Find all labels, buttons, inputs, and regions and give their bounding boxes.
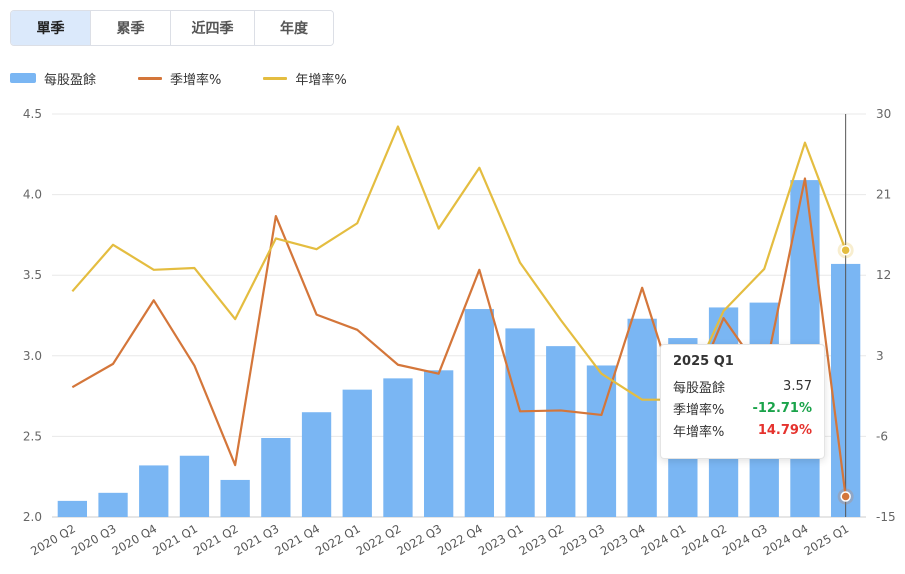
x-tick-label: 2023 Q4: [598, 521, 648, 558]
y-left-tick-label: 4.0: [23, 188, 42, 202]
x-tick-label: 2024 Q1: [639, 521, 689, 558]
qoq-point: [840, 491, 851, 502]
eps-bar: [139, 465, 169, 517]
legend-yoy-swatch: [263, 76, 288, 80]
chart-legend: 每股盈餘 季增率% 年增率%: [10, 68, 389, 88]
tab-cumulative[interactable]: 累季: [91, 11, 171, 45]
x-tick-label: 2021 Q1: [150, 521, 200, 558]
legend-qoq-label: 季增率%: [170, 72, 222, 88]
data-tooltip: 2025 Q1 每股盈餘 3.57 季增率% -12.71% 年增率% 14.7…: [660, 344, 825, 459]
x-tick-label: 2020 Q3: [69, 521, 119, 558]
yoy-line: [71, 125, 847, 401]
eps-bar: [57, 500, 88, 517]
tooltip-yoy-value: 14.79%: [757, 422, 812, 438]
eps-bar: [546, 346, 576, 517]
tooltip-title: 2025 Q1: [673, 354, 734, 369]
eps-bar: [179, 455, 210, 517]
legend-qoq-swatch: [138, 76, 163, 80]
period-tabs: 單季 累季 近四季 年度: [10, 10, 334, 46]
x-tick-label: 2020 Q2: [28, 521, 78, 558]
y-right-tick-label: -6: [876, 429, 888, 443]
legend-eps[interactable]: 每股盈餘: [10, 69, 96, 88]
eps-bar: [261, 438, 291, 517]
x-tick-label: 2023 Q1: [476, 521, 526, 558]
legend-qoq[interactable]: 季增率%: [138, 69, 221, 88]
x-tick-label: 2020 Q4: [110, 521, 160, 558]
x-tick-label: 2024 Q4: [761, 521, 811, 558]
eps-bar: [98, 492, 128, 517]
y-left-tick-label: 3.5: [23, 268, 42, 282]
legend-yoy[interactable]: 年增率%: [263, 69, 347, 88]
legend-yoy-label: 年增率%: [295, 72, 347, 88]
legend-eps-swatch: [10, 73, 36, 83]
tab-single-quarter[interactable]: 單季: [11, 11, 91, 45]
eps-bar: [505, 328, 535, 517]
tooltip-row-eps: 每股盈餘 3.57: [673, 375, 812, 397]
x-tick-label: 2022 Q1: [313, 521, 363, 558]
eps-bar: [464, 309, 495, 517]
legend-eps-label: 每股盈餘: [44, 72, 97, 88]
y-right-tick-label: 21: [876, 188, 891, 202]
yoy-point: [840, 244, 851, 256]
y-right-tick-label: 3: [876, 349, 884, 363]
x-tick-label: 2022 Q4: [435, 521, 485, 558]
y-right-tick-label: -15: [876, 510, 896, 524]
x-tick-label: 2025 Q1: [801, 521, 851, 558]
growth-lines: [71, 114, 854, 517]
eps-bar: [586, 365, 617, 517]
y-right-tick-label: 30: [876, 107, 891, 121]
eps-bar: [342, 389, 372, 517]
eps-bar: [220, 479, 250, 517]
x-tick-label: 2021 Q4: [272, 521, 322, 558]
tab-annual[interactable]: 年度: [255, 11, 333, 45]
eps-bar: [423, 370, 454, 517]
eps-bar: [383, 378, 413, 517]
tooltip-eps-value: 3.57: [783, 378, 812, 394]
x-tick-label: 2024 Q2: [679, 521, 729, 558]
y-left-tick-label: 2.0: [23, 510, 42, 524]
tooltip-qoq-value: -12.71%: [752, 400, 812, 416]
y-left-tick-label: 3.0: [23, 349, 42, 363]
qoq-line: [71, 177, 847, 497]
x-tick-label: 2022 Q2: [354, 521, 404, 558]
x-tick-label: 2023 Q2: [517, 521, 567, 558]
x-tick-label: 2021 Q3: [232, 521, 282, 558]
x-tick-label: 2022 Q3: [394, 521, 444, 558]
y-left-tick-label: 2.5: [23, 429, 42, 443]
x-tick-label: 2021 Q2: [191, 521, 241, 558]
y-left-tick-label: 4.5: [23, 107, 42, 121]
y-right-tick-label: 12: [876, 268, 891, 282]
eps-bar: [301, 412, 332, 517]
x-tick-label: 2024 Q3: [720, 521, 770, 558]
tooltip-row-qoq: 季增率% -12.71%: [673, 397, 812, 419]
tab-last-four-quarters[interactable]: 近四季: [171, 11, 255, 45]
tooltip-qoq-label: 季增率%: [673, 402, 725, 418]
x-tick-label: 2023 Q3: [557, 521, 607, 558]
eps-bar: [627, 318, 657, 517]
tooltip-eps-label: 每股盈餘: [673, 380, 726, 396]
tooltip-yoy-label: 年增率%: [673, 424, 725, 440]
tooltip-row-yoy: 年增率% 14.79%: [673, 419, 812, 441]
